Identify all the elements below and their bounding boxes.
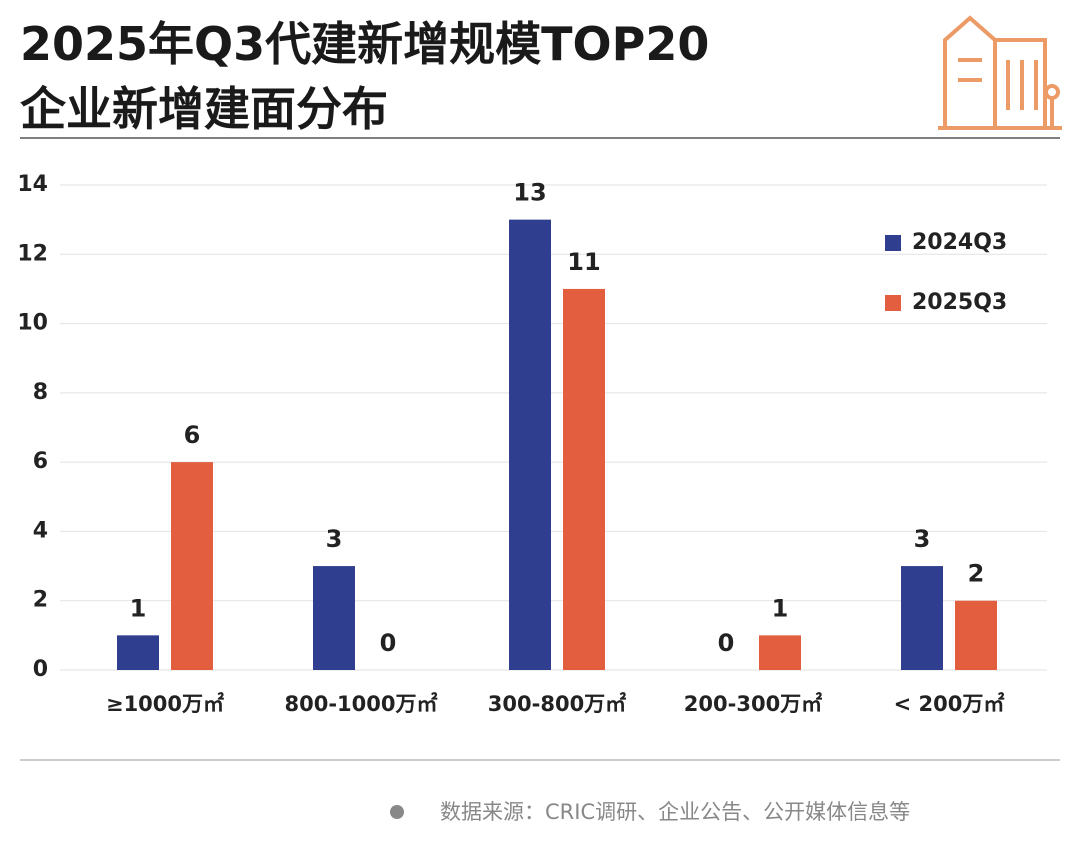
x-tick-label: 200-300万㎡	[684, 692, 822, 716]
x-tick-label: 800-1000万㎡	[285, 692, 438, 716]
bar	[509, 219, 551, 670]
source-bullet	[390, 805, 404, 819]
value-label: 1	[772, 594, 789, 622]
bar	[955, 600, 997, 670]
value-label: 0	[718, 629, 735, 657]
bar	[901, 566, 943, 670]
chart-title: 企业新增建面分布	[20, 82, 388, 136]
x-tick-label: ≥1000万㎡	[106, 692, 224, 716]
value-label: 11	[567, 248, 600, 276]
y-tick-label: 0	[33, 657, 48, 682]
bar	[759, 635, 801, 670]
value-label: 3	[914, 525, 931, 553]
legend-label: 2024Q3	[912, 230, 1007, 255]
chart-title: 2025年Q3代建新增规模TOP20	[20, 17, 709, 71]
value-label: 1	[130, 594, 147, 622]
y-tick-label: 6	[33, 449, 48, 474]
y-tick-label: 4	[33, 518, 48, 543]
y-tick-label: 14	[17, 172, 48, 197]
y-tick-label: 12	[17, 241, 48, 266]
value-label: 6	[184, 421, 201, 449]
value-label: 2	[968, 560, 985, 588]
x-tick-label: 300-800万㎡	[488, 692, 626, 716]
y-tick-label: 8	[33, 380, 48, 405]
x-tick-label: < 200万㎡	[894, 692, 1005, 716]
legend-swatch	[885, 235, 901, 251]
legend-swatch	[885, 295, 901, 311]
bar	[563, 288, 605, 670]
bar	[313, 566, 355, 670]
legend-label: 2025Q3	[912, 290, 1007, 315]
y-tick-label: 2	[33, 588, 48, 613]
value-label: 3	[326, 525, 343, 553]
source: 数据来源：CRIC调研、企业公告、公开媒体信息等	[440, 800, 910, 824]
value-label: 13	[513, 179, 546, 207]
y-tick-label: 10	[17, 311, 48, 336]
bar	[171, 462, 213, 670]
bar	[117, 635, 159, 670]
value-label: 0	[380, 629, 397, 657]
building-icon	[938, 15, 1062, 130]
